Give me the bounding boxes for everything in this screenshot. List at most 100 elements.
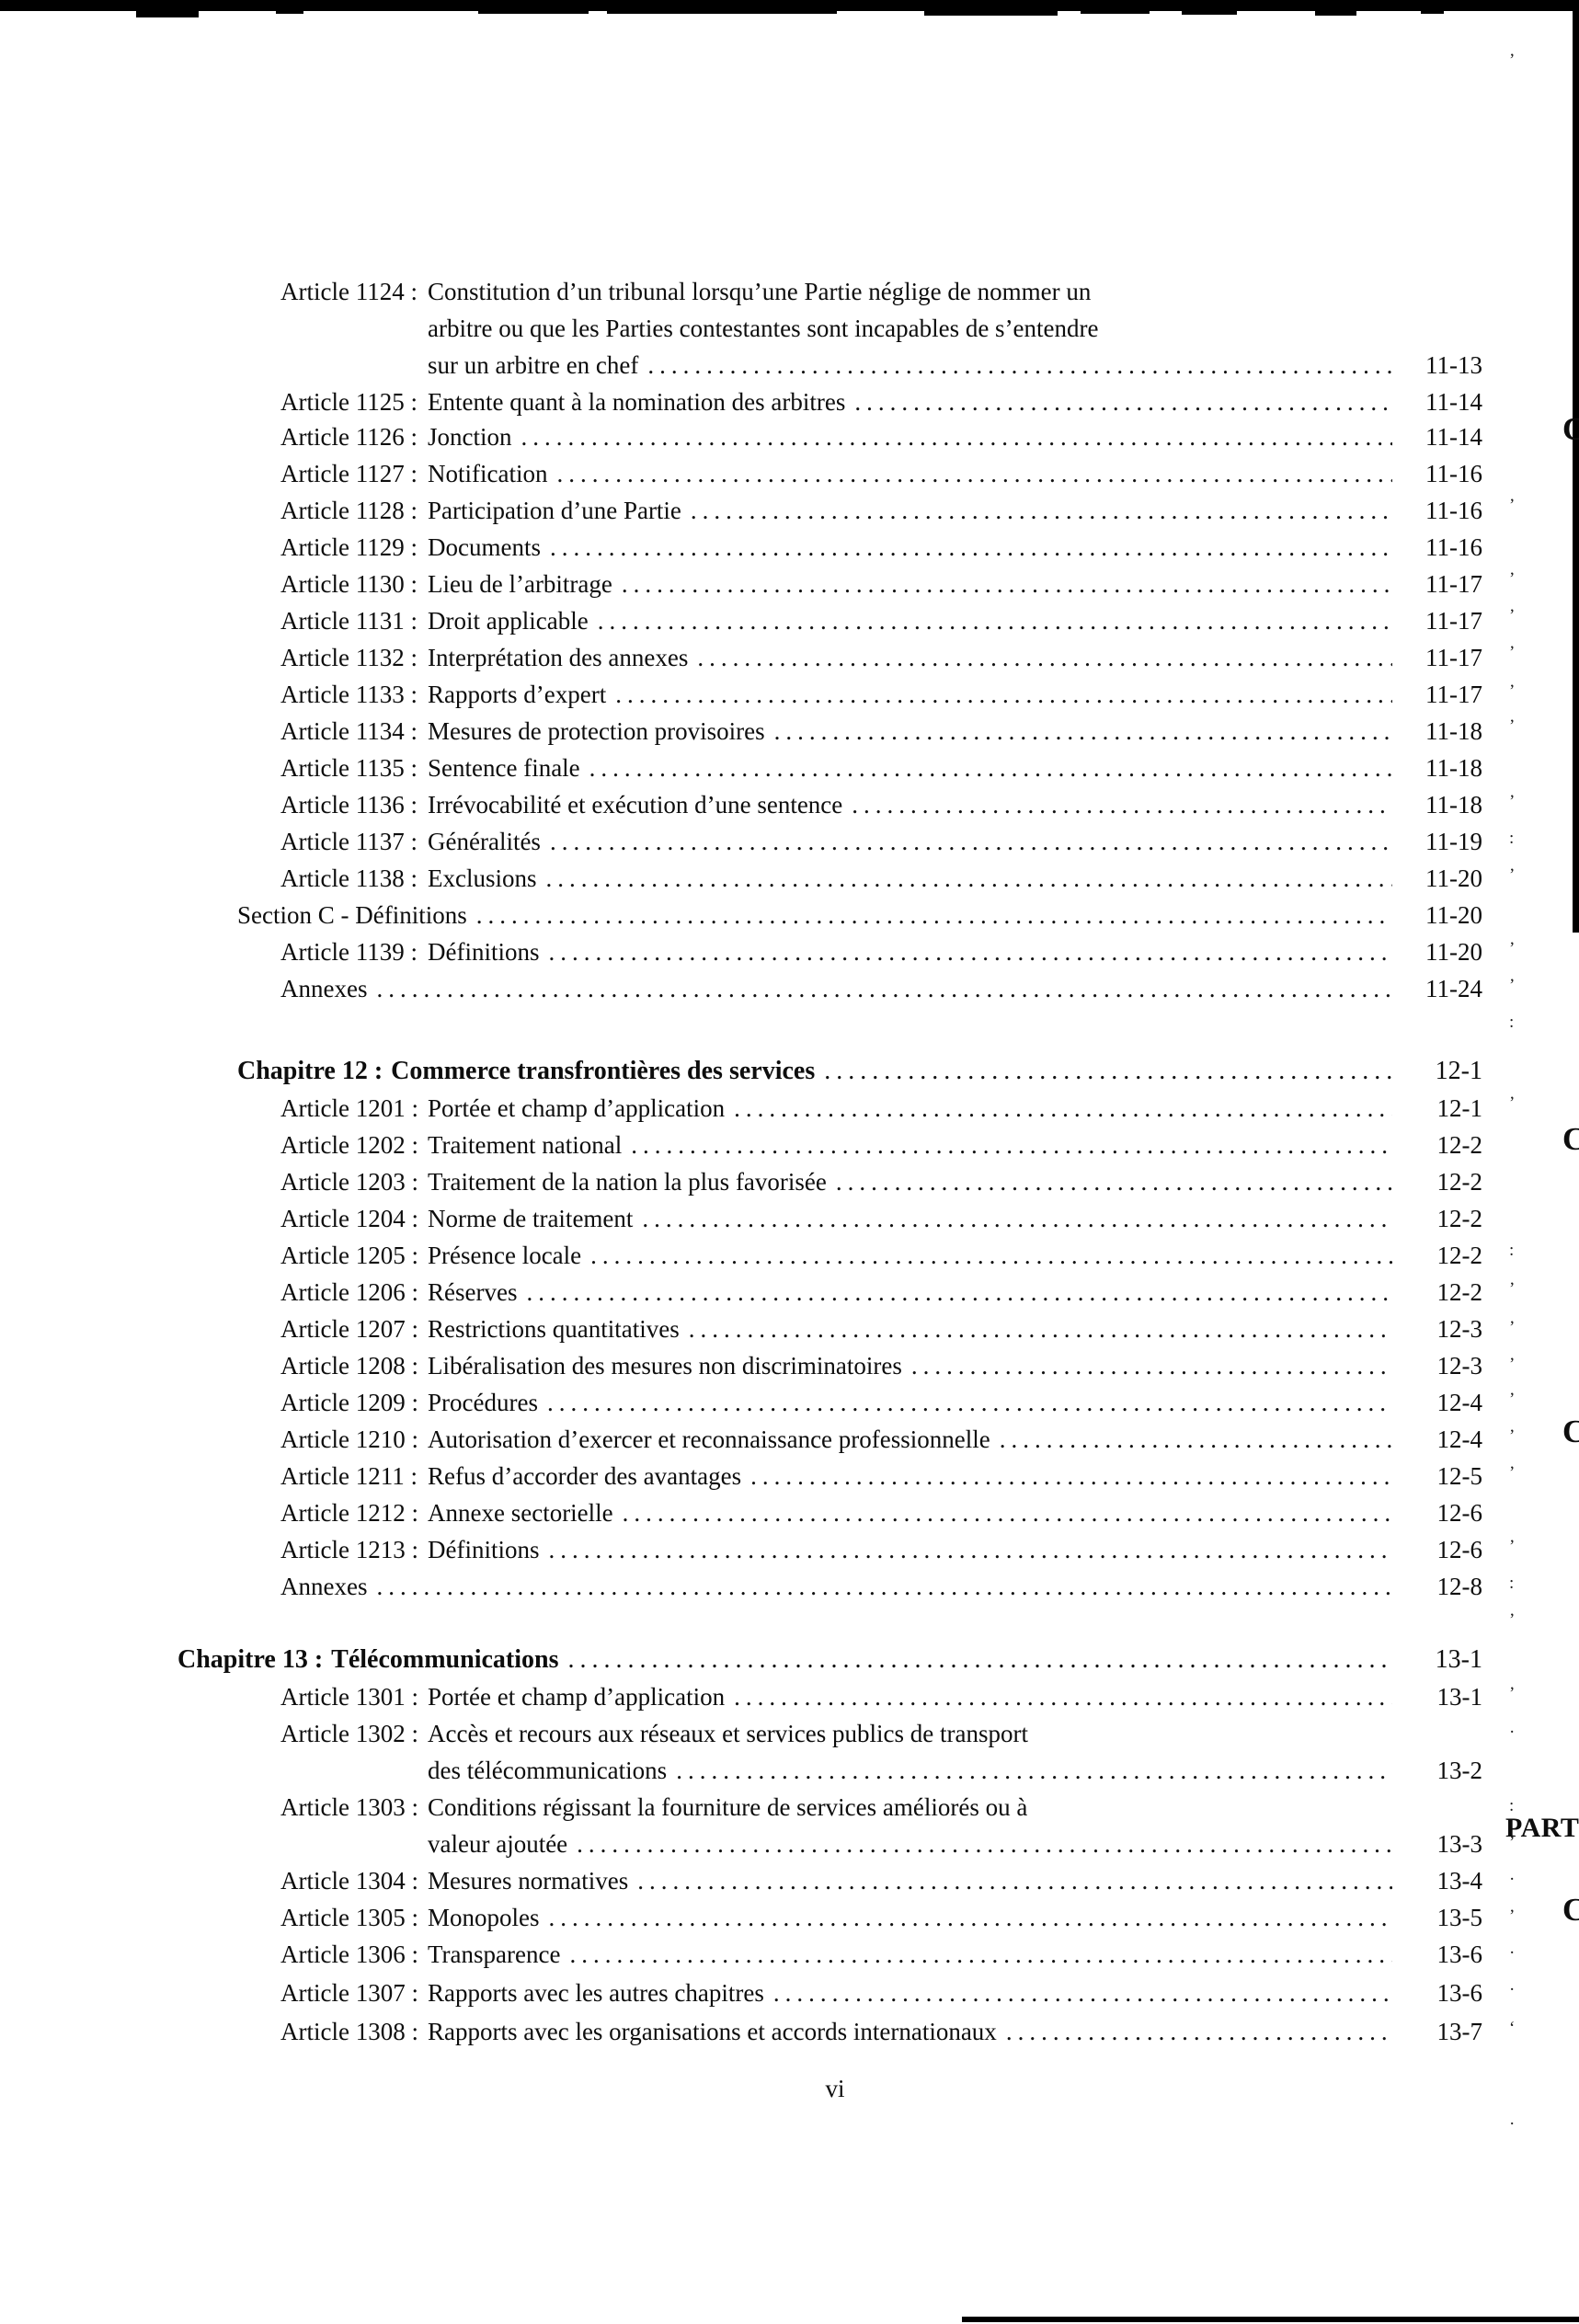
dot-leader: ........................................…	[697, 644, 1392, 671]
toc-row: Chapitre 12 : Commerce transfrontières de…	[237, 1056, 1482, 1087]
entry-label: Article 1125 :	[280, 388, 418, 416]
toc-row: Article 1137 : Généralités...............…	[280, 826, 1482, 857]
toc-row: Article 1207 : Restrictions quantitatives…	[280, 1313, 1482, 1345]
toc-row: Article 1130 : Lieu de l’arbitrage.......…	[280, 568, 1482, 600]
dot-leader: ........................................…	[647, 351, 1392, 379]
entry-title: Monopoles	[428, 1904, 540, 1931]
entry-label: Article 1303 :	[280, 1793, 418, 1821]
entry-title: Commerce transfrontières des services	[391, 1057, 816, 1085]
dot-leader: ........................................…	[772, 1979, 1392, 2007]
entry-label: Chapitre 12 :	[237, 1057, 383, 1085]
dot-leader: ........................................…	[548, 938, 1393, 966]
toc-row: Article 1303 : Conditions régissant la fo…	[280, 1792, 1027, 1823]
entry-label: Article 1138 :	[280, 864, 418, 892]
page-ref: 13-6	[1436, 1940, 1483, 1968]
dot-leader: ........................................…	[621, 570, 1392, 598]
entry-label: Article 1301 :	[280, 1683, 418, 1711]
dot-leader: ........................................…	[548, 1904, 1393, 1931]
entry-label: Article 1135 :	[280, 754, 418, 782]
dot-leader: ........................................…	[734, 1094, 1392, 1122]
dot-leader: ........................................…	[734, 1683, 1392, 1711]
scan-speck: ’	[1509, 51, 1516, 70]
page-ref: 11-20	[1425, 864, 1482, 892]
entry-title: Participation d’une Partie	[428, 497, 681, 524]
page-ref: 12-1	[1435, 1057, 1482, 1085]
toc-row: Article 1124 : Constitution d’un tribunal…	[280, 276, 1091, 307]
bleed-through-letter: C	[1562, 1892, 1579, 1928]
scan-speck: ’	[1509, 1906, 1516, 1926]
entry-title: Procédures	[428, 1389, 538, 1416]
scan-speck: ·	[1509, 2114, 1516, 2134]
entry-label: Article 1306 :	[280, 1940, 418, 1968]
entry-title: Restrictions quantitatives	[428, 1315, 680, 1343]
entry-title: Entente quant à la nomination des arbitr…	[428, 388, 846, 416]
toc-row: Article 1302 : Accès et recours aux résea…	[280, 1718, 1028, 1749]
page-ref: 11-16	[1425, 497, 1482, 524]
page-ref: 12-2	[1436, 1131, 1483, 1159]
page-ref: 11-24	[1425, 975, 1482, 1002]
toc-row: Article 1126 : Jonction..................…	[280, 421, 1482, 452]
entry-label: Article 1211 :	[280, 1462, 418, 1490]
page-ref: 12-3	[1436, 1352, 1483, 1380]
toc-row: Article 1213 : Définitions...............…	[280, 1534, 1482, 1565]
entry-title: Refus d’accorder des avantages	[428, 1462, 742, 1490]
bleed-through-letter: C	[1562, 411, 1579, 447]
entry-label: Article 1308 :	[280, 2018, 418, 2045]
entry-title: Portée et champ d’application	[428, 1094, 726, 1122]
entry-title: Traitement de la nation la plus favorisé…	[428, 1168, 827, 1196]
toc-row: Article 1201 : Portée et champ d’applicat…	[280, 1093, 1482, 1124]
dot-leader: ........................................…	[690, 497, 1392, 524]
scan-artifact	[1081, 10, 1150, 14]
scan-speck: ’	[1509, 606, 1516, 625]
entry-label: Article 1213 :	[280, 1536, 418, 1563]
dot-leader: ........................................…	[854, 388, 1392, 416]
page-ref: 12-6	[1436, 1499, 1483, 1527]
entry-label: Chapitre 13 :	[177, 1645, 324, 1674]
entry-label: Article 1133 :	[280, 681, 418, 708]
entry-title: Exclusions	[428, 864, 537, 892]
scan-speck: :	[1509, 829, 1515, 848]
toc-row: Article 1212 : Annexe sectorielle........…	[280, 1497, 1482, 1528]
toc-row: Article 1133 : Rapports d’expert.........…	[280, 679, 1482, 710]
entry-title: Conditions régissant la fourniture de se…	[428, 1793, 1028, 1821]
entry-title: Mesures normatives	[428, 1867, 629, 1895]
scan-speck: ’	[1509, 496, 1516, 515]
scan-speck: ·	[1509, 1723, 1516, 1742]
scan-speck: ’	[1509, 1463, 1516, 1483]
scan-artifact-top-bar	[0, 0, 1579, 11]
toc-row: Article 1134 : Mesures de protection prov…	[280, 716, 1482, 747]
toc-row: Annexes.................................…	[280, 1571, 1482, 1602]
entry-label: Article 1207 :	[280, 1315, 418, 1343]
entry-title: Généralités	[428, 828, 541, 855]
dot-leader: ........................................…	[910, 1352, 1392, 1380]
scan-speck: ’	[1509, 1279, 1516, 1299]
entry-title: Annexe sectorielle	[428, 1499, 613, 1527]
entry-title: sur un arbitre en chef	[428, 351, 639, 379]
dot-leader: ........................................…	[773, 717, 1392, 745]
toc-row: Section C - Définitions.................…	[237, 899, 1482, 931]
page-ref: 11-19	[1425, 828, 1482, 855]
toc-row: Article 1308 : Rapports avec les organisa…	[280, 2016, 1482, 2047]
page-ref: 13-4	[1436, 1867, 1483, 1895]
scan-speck: :	[1509, 1574, 1515, 1593]
toc-row: Article 1306 : Transparence..............…	[280, 1939, 1482, 1970]
entry-label: Article 1127 :	[280, 460, 418, 487]
scan-artifact	[276, 10, 303, 14]
entry-label: Article 1202 :	[280, 1131, 418, 1159]
scan-speck: ’	[1509, 939, 1516, 958]
entry-title: Lieu de l’arbitrage	[428, 570, 612, 598]
page-ref: 11-17	[1425, 681, 1482, 708]
dot-leader: ........................................…	[615, 681, 1392, 708]
toc-row: Article 1304 : Mesures normatives........…	[280, 1865, 1482, 1896]
entry-label: Article 1134 :	[280, 717, 418, 745]
toc-row: Article 1202 : Traitement national.......…	[280, 1129, 1482, 1161]
dot-leader: ........................................…	[642, 1205, 1392, 1232]
toc-row: Article 1128 : Participation d’une Partie…	[280, 495, 1482, 526]
entry-title: Réserves	[428, 1278, 518, 1306]
page-ref: 11-17	[1425, 570, 1482, 598]
dot-leader: ........................................…	[597, 607, 1392, 635]
dot-leader: ........................................…	[549, 533, 1392, 561]
scan-artifact	[924, 9, 1058, 16]
entry-title: valeur ajoutée	[428, 1830, 568, 1858]
scan-speck: ·	[1509, 1870, 1516, 1889]
